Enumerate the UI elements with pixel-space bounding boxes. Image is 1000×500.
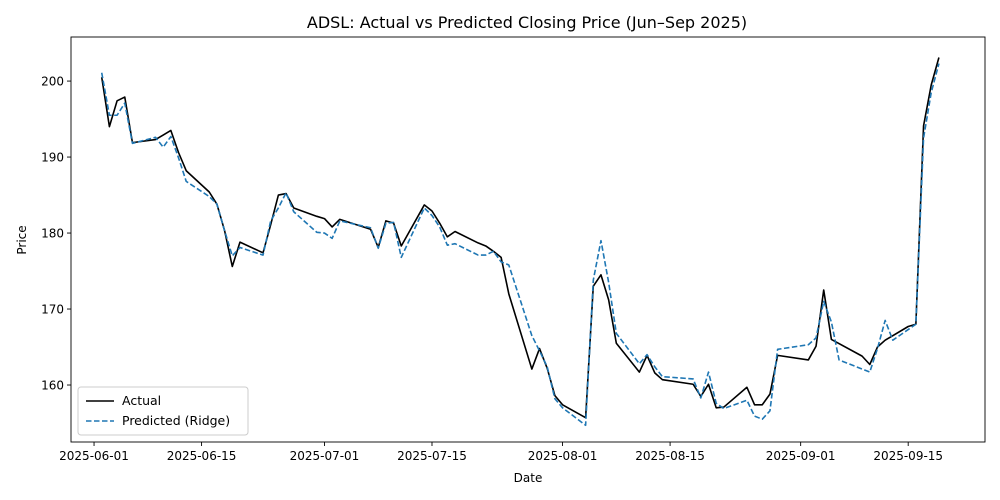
y-tick-label: 200 (41, 75, 64, 89)
plot-series (100, 57, 940, 427)
y-tick-label: 160 (41, 379, 64, 393)
x-tick-label: 2025-07-15 (397, 449, 467, 463)
x-axis: 2025-06-01 2025-06-15 2025-07-01 2025-07-15… (59, 442, 943, 463)
x-tick-label: 2025-09-01 (766, 449, 836, 463)
chart-title: ADSL: Actual vs Predicted Closing Price … (307, 13, 747, 32)
y-tick-label: 180 (41, 227, 64, 241)
x-tick-label: 2025-06-15 (167, 449, 237, 463)
x-tick-label: 2025-06-01 (59, 449, 129, 463)
y-tick-label: 170 (41, 303, 64, 317)
series-line-predicted (100, 63, 940, 427)
y-axis-label: Price (15, 225, 29, 254)
legend: Actual Predicted (Ridge) (77, 386, 249, 436)
legend-label-predicted: Predicted (Ridge) (122, 413, 230, 428)
series-line-actual (100, 57, 940, 419)
x-axis-label: Date (514, 471, 543, 485)
y-tick-label: 190 (41, 151, 64, 165)
plot-frame (70, 36, 986, 443)
x-tick-label: 2025-07-01 (290, 449, 360, 463)
legend-label-actual: Actual (122, 393, 161, 408)
legend-box (77, 386, 249, 436)
y-axis: 160 170 180 190 200 (41, 75, 71, 393)
x-tick-label: 2025-09-15 (873, 449, 943, 463)
x-tick-label: 2025-08-15 (635, 449, 705, 463)
x-tick-label: 2025-08-01 (528, 449, 598, 463)
